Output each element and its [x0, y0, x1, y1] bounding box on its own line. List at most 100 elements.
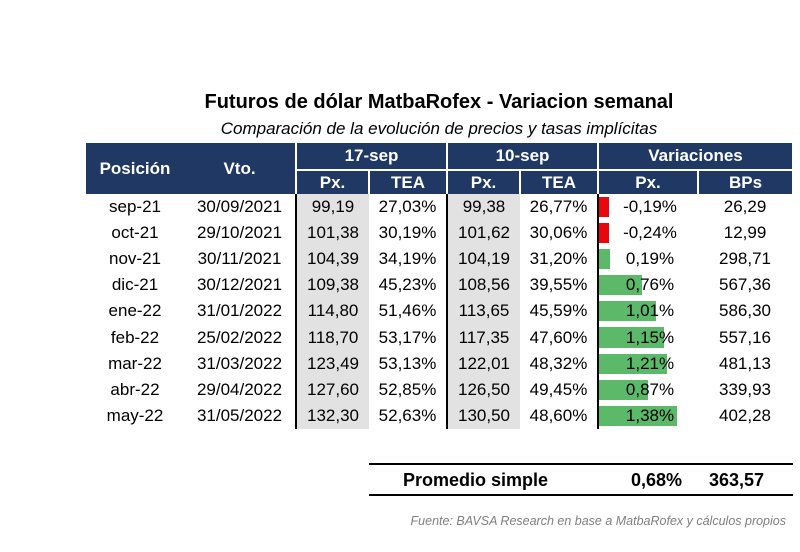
cell-bps: 586,30	[719, 301, 771, 321]
table-row: ene-22 31/01/2022 114,80 51,46% 113,65 4…	[86, 298, 792, 325]
var-bar	[599, 353, 667, 374]
cell-tea-10-sep: 48,32%	[529, 353, 588, 373]
header-tea-10-sep: TEA	[519, 170, 598, 194]
cell-tea-17-sep: 27,03%	[378, 197, 437, 217]
var-bar	[599, 275, 642, 296]
cell-tea-10-sep: 26,77%	[529, 197, 588, 217]
var-px-value: 1,01%	[625, 301, 675, 321]
cell-px-17-sep: 99,19	[295, 194, 369, 221]
var-bar	[599, 197, 609, 218]
var-px-value: 1,21%	[625, 353, 675, 373]
cell-tea-10-sep: 49,45%	[529, 379, 588, 399]
cell-posicion: dic-21	[111, 275, 159, 295]
cell-var-px: -0,24%	[597, 220, 698, 247]
cell-posicion: nov-21	[109, 249, 161, 269]
cell-var-px: 1,21%	[597, 350, 698, 377]
cell-tea-10-sep: 47,60%	[529, 327, 588, 347]
cell-bps: 298,71	[719, 249, 771, 269]
cell-bps: 557,16	[719, 327, 771, 347]
var-bar	[599, 379, 648, 400]
cell-px-17-sep: 109,38	[295, 272, 369, 299]
cell-px-17-sep: 127,60	[295, 376, 369, 403]
cell-vto: 29/10/2021	[196, 223, 283, 243]
cell-px-17-sep: 114,80	[295, 298, 369, 325]
table-row: dic-21 30/12/2021 109,38 45,23% 108,56 3…	[86, 272, 792, 299]
cell-vto: 31/03/2022	[196, 353, 283, 373]
table-row: oct-21 29/10/2021 101,38 30,19% 101,62 3…	[86, 220, 792, 247]
cell-posicion: ene-22	[108, 301, 162, 321]
table-row: sep-21 30/09/2021 99,19 27,03% 99,38 26,…	[86, 194, 792, 221]
cell-bps: 481,13	[719, 353, 771, 373]
cell-px-17-sep: 118,70	[295, 324, 369, 351]
cell-tea-17-sep: 52,85%	[378, 379, 437, 399]
table-row: feb-22 25/02/2022 118,70 53,17% 117,35 4…	[86, 324, 792, 351]
cell-px-10-sep: 104,19	[446, 246, 520, 273]
table-header: Posición Vto. 17-sep 10-sep Variaciones …	[86, 143, 793, 194]
var-bar	[599, 327, 664, 348]
table-row: nov-21 30/11/2021 104,39 34,19% 104,19 3…	[86, 246, 792, 273]
cell-var-px: 0,87%	[597, 376, 698, 403]
header-tea-17-sep: TEA	[368, 170, 447, 194]
summary-label: Promedio simple	[403, 470, 549, 490]
cell-var-px: -0,19%	[597, 194, 698, 221]
summary-row: Promedio simple 0,68% 363,57	[369, 463, 793, 496]
table-subtitle: Comparación de la evolución de precios y…	[220, 119, 658, 138]
header-vto: Vto.	[184, 143, 296, 194]
cell-posicion: abr-22	[110, 379, 160, 399]
cell-tea-10-sep: 30,06%	[529, 223, 588, 243]
header-posicion: Posición	[86, 143, 184, 194]
cell-tea-10-sep: 45,59%	[529, 301, 588, 321]
cell-posicion: sep-21	[109, 197, 161, 217]
header-group-17-sep: 17-sep	[295, 143, 447, 171]
cell-px-17-sep: 101,38	[295, 220, 369, 247]
var-px-value: 0,87%	[625, 379, 675, 399]
cell-vto: 30/11/2021	[197, 249, 282, 269]
summary-bps: 363,57	[709, 470, 765, 490]
cell-px-10-sep: 122,01	[446, 350, 520, 377]
cell-tea-17-sep: 30,19%	[378, 223, 437, 243]
table-row: mar-22 31/03/2022 123,49 53,13% 122,01 4…	[86, 350, 792, 377]
var-bar	[599, 405, 677, 426]
cell-px-10-sep: 117,35	[446, 324, 520, 351]
table-row: abr-22 29/04/2022 127,60 52,85% 126,50 4…	[86, 376, 792, 403]
cell-px-17-sep: 132,30	[295, 402, 369, 429]
cell-bps: 339,93	[719, 379, 771, 399]
summary-px: 0,68%	[631, 470, 683, 490]
cell-var-px: 0,76%	[597, 272, 698, 299]
cell-vto: 25/02/2022	[196, 327, 283, 347]
cell-px-10-sep: 126,50	[446, 376, 520, 403]
cell-px-10-sep: 130,50	[446, 402, 520, 429]
var-px-value: -0,24%	[623, 223, 677, 243]
table-body: sep-21 30/09/2021 99,19 27,03% 99,38 26,…	[86, 194, 792, 429]
cell-tea-17-sep: 45,23%	[378, 275, 437, 295]
cell-bps: 12,99	[723, 223, 767, 243]
cell-vto: 30/09/2021	[196, 197, 283, 217]
cell-vto: 31/01/2022	[196, 301, 283, 321]
cell-var-px: 1,38%	[597, 402, 698, 429]
cell-vto: 29/04/2022	[196, 379, 283, 399]
cell-px-10-sep: 99,38	[446, 194, 520, 221]
cell-var-px: 0,19%	[597, 246, 698, 273]
futures-table: Posición Vto. 17-sep 10-sep Variaciones …	[86, 143, 793, 429]
cell-var-px: 1,01%	[597, 298, 698, 325]
cell-tea-17-sep: 51,46%	[378, 301, 437, 321]
var-bar	[599, 301, 656, 322]
cell-px-10-sep: 101,62	[446, 220, 520, 247]
cell-posicion: feb-22	[110, 327, 160, 347]
cell-bps: 26,29	[723, 197, 767, 217]
var-px-value: 1,15%	[625, 327, 675, 347]
header-px-17-sep: Px.	[295, 170, 369, 194]
var-px-value: 0,19%	[625, 249, 675, 269]
cell-tea-10-sep: 39,55%	[529, 275, 588, 295]
cell-px-10-sep: 108,56	[446, 272, 520, 299]
cell-px-17-sep: 104,39	[295, 246, 369, 273]
source-note: Fuente: BAVSA Research en base a MatbaRo…	[410, 514, 786, 528]
cell-var-px: 1,15%	[597, 324, 698, 351]
cell-tea-17-sep: 53,13%	[378, 353, 437, 373]
var-px-value: 0,76%	[625, 275, 675, 295]
cell-posicion: oct-21	[111, 223, 159, 243]
table-title: Futuros de dólar MatbaRofex - Variacion …	[204, 91, 674, 113]
cell-tea-10-sep: 48,60%	[529, 405, 588, 425]
var-px-value: -0,19%	[623, 197, 677, 217]
cell-tea-17-sep: 53,17%	[378, 327, 437, 347]
